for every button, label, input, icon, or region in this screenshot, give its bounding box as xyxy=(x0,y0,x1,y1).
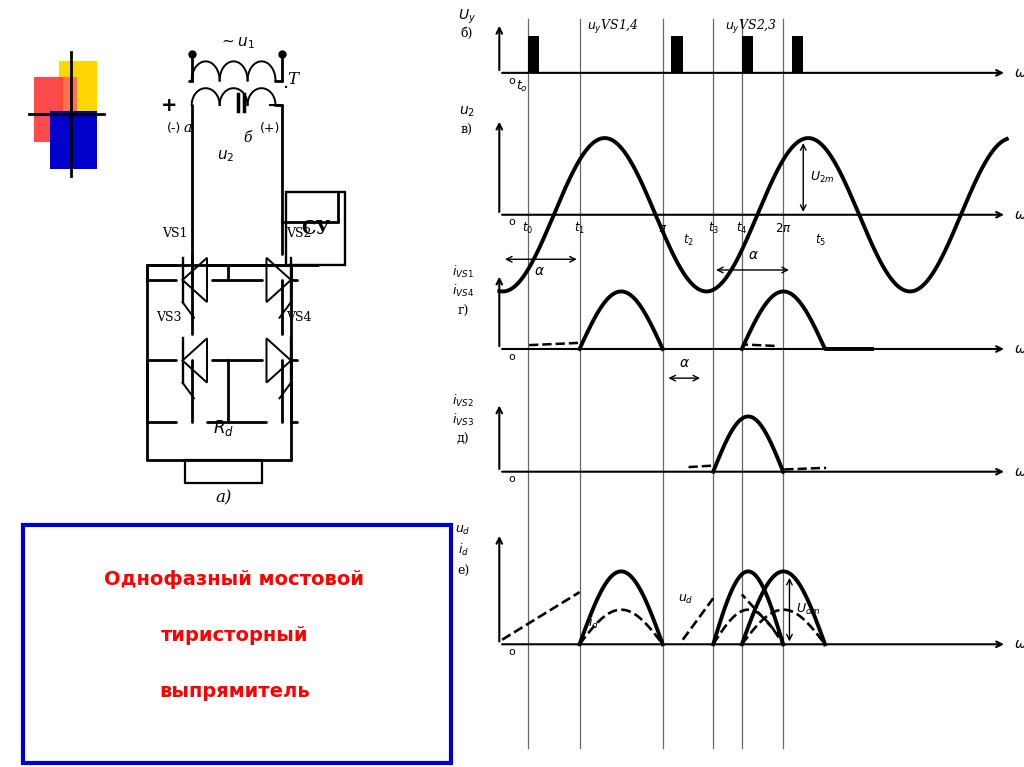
Text: $\sim u_1$: $\sim u_1$ xyxy=(219,35,255,51)
Bar xyxy=(50,111,97,169)
Text: $\omega t$: $\omega t$ xyxy=(1014,208,1024,222)
Text: a: a xyxy=(184,121,193,135)
Text: $\omega t$: $\omega t$ xyxy=(1014,637,1024,651)
Text: $\alpha$: $\alpha$ xyxy=(534,264,545,278)
Text: $t_0$: $t_0$ xyxy=(522,221,534,235)
Text: $\alpha$: $\alpha$ xyxy=(749,249,760,262)
Text: $t_2$: $t_2$ xyxy=(683,233,694,248)
Bar xyxy=(58,61,97,127)
Text: $u_2$: $u_2$ xyxy=(217,149,234,164)
Text: о: о xyxy=(509,218,515,228)
Text: $U_{2m}$: $U_{2m}$ xyxy=(810,170,835,185)
Text: $i_{VS4}$: $i_{VS4}$ xyxy=(453,283,474,299)
Text: (+): (+) xyxy=(260,122,281,135)
Text: $\omega t$: $\omega t$ xyxy=(1014,465,1024,479)
Text: $\omega t$: $\omega t$ xyxy=(1014,66,1024,80)
Text: $i_{VS3}$: $i_{VS3}$ xyxy=(453,412,474,428)
FancyBboxPatch shape xyxy=(23,525,451,763)
Text: $i_{VS1}$: $i_{VS1}$ xyxy=(453,264,474,280)
Text: T: T xyxy=(288,71,299,88)
Text: о: о xyxy=(509,475,515,485)
Bar xyxy=(792,36,803,73)
Text: $t_o$: $t_o$ xyxy=(516,79,528,94)
Text: в): в) xyxy=(461,124,473,137)
Text: а): а) xyxy=(215,489,231,506)
Bar xyxy=(287,192,345,265)
Text: о: о xyxy=(509,352,515,362)
Bar xyxy=(185,460,261,483)
Text: .: . xyxy=(284,73,290,92)
Text: выпрямитель: выпрямитель xyxy=(159,683,310,701)
Bar xyxy=(672,36,683,73)
Text: VS4: VS4 xyxy=(286,311,311,324)
Text: $t_1$: $t_1$ xyxy=(574,221,585,235)
Text: е): е) xyxy=(457,565,469,578)
Text: $t_3$: $t_3$ xyxy=(708,221,719,235)
Text: $u_d$: $u_d$ xyxy=(456,524,471,537)
Text: +: + xyxy=(161,96,177,115)
Text: б: б xyxy=(244,131,252,145)
Text: $u_2$: $u_2$ xyxy=(459,105,474,120)
Text: $u_y$VS1,4: $u_y$VS1,4 xyxy=(587,18,639,36)
Text: $t_5$: $t_5$ xyxy=(815,233,826,248)
Text: (-): (-) xyxy=(167,122,181,135)
Text: $U_{dm}$: $U_{dm}$ xyxy=(797,602,821,617)
Text: $R_d$: $R_d$ xyxy=(213,418,233,439)
Text: $\omega t$: $\omega t$ xyxy=(1014,342,1024,356)
Bar xyxy=(528,36,540,73)
Text: $\pi$: $\pi$ xyxy=(658,222,668,235)
Text: $U_y$: $U_y$ xyxy=(458,7,475,25)
Bar xyxy=(34,77,63,142)
Text: $t_4$: $t_4$ xyxy=(736,221,748,235)
Text: Однофазный мостовой: Однофазный мостовой xyxy=(104,570,365,588)
Text: VS1: VS1 xyxy=(162,227,187,240)
Text: СУ: СУ xyxy=(301,219,330,238)
Text: тиристорный: тиристорный xyxy=(161,626,308,644)
Text: VS2: VS2 xyxy=(287,227,311,240)
Text: $i_d$: $i_d$ xyxy=(589,614,599,630)
Text: б): б) xyxy=(461,27,473,40)
Bar xyxy=(34,77,77,142)
Bar xyxy=(741,36,754,73)
Text: $i_d$: $i_d$ xyxy=(458,542,469,558)
Text: о: о xyxy=(509,76,515,86)
Text: $u_y$VS2,3: $u_y$VS2,3 xyxy=(725,18,778,36)
Text: о: о xyxy=(509,647,515,657)
Text: VS3: VS3 xyxy=(157,311,182,324)
Text: $2\pi$: $2\pi$ xyxy=(775,222,792,235)
Text: $\alpha$: $\alpha$ xyxy=(679,357,690,370)
Text: $u_d$: $u_d$ xyxy=(678,593,693,606)
Text: $i_{VS2}$: $i_{VS2}$ xyxy=(453,393,474,409)
Text: −: − xyxy=(267,96,284,115)
Text: д): д) xyxy=(457,433,469,446)
Text: г): г) xyxy=(458,304,469,318)
